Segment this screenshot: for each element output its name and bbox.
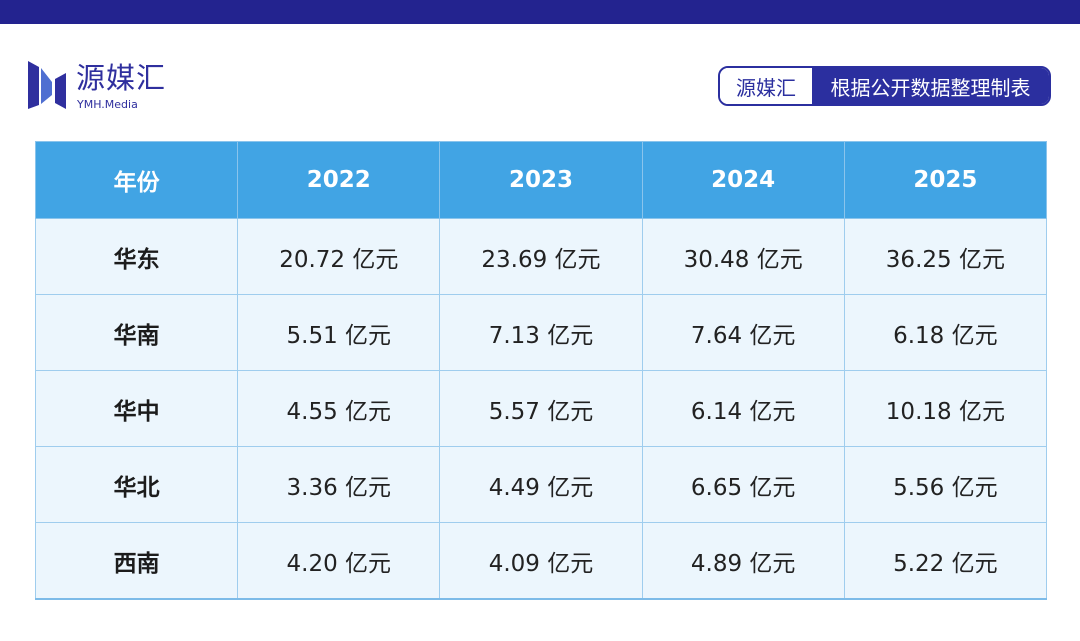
logo-name: 源媒汇 bbox=[76, 61, 167, 95]
table-cell: 4.89 亿元 bbox=[641, 522, 845, 600]
table-cell: 3.36 亿元 bbox=[237, 446, 441, 523]
column-header-year: 年份 bbox=[34, 141, 239, 219]
table-row: 西南 4.20 亿元 4.09 亿元 4.89 亿元 5.22 亿元 bbox=[34, 522, 1048, 600]
table-cell: 5.56 亿元 bbox=[843, 446, 1048, 523]
table-cell: 5.57 亿元 bbox=[439, 370, 643, 447]
logo: 源媒汇 YMH.Media bbox=[28, 59, 188, 115]
row-label: 西南 bbox=[34, 522, 239, 600]
row-label: 华南 bbox=[34, 294, 239, 371]
table-cell: 4.55 亿元 bbox=[237, 370, 441, 447]
table-cell: 4.09 亿元 bbox=[439, 522, 643, 600]
table-cell: 7.13 亿元 bbox=[439, 294, 643, 371]
table-row: 华中 4.55 亿元 5.57 亿元 6.14 亿元 10.18 亿元 bbox=[34, 370, 1048, 447]
column-header-2025: 2025 bbox=[843, 141, 1048, 219]
column-header-2024: 2024 bbox=[641, 141, 845, 219]
top-bar bbox=[0, 0, 1080, 24]
column-header-2022: 2022 bbox=[237, 141, 441, 219]
column-header-2023: 2023 bbox=[439, 141, 643, 219]
logo-mark-icon bbox=[28, 61, 66, 109]
table-row: 华南 5.51 亿元 7.13 亿元 7.64 亿元 6.18 亿元 bbox=[34, 294, 1048, 371]
row-label: 华北 bbox=[34, 446, 239, 523]
table-cell: 6.18 亿元 bbox=[843, 294, 1048, 371]
table-cell: 5.22 亿元 bbox=[843, 522, 1048, 600]
table-cell: 6.14 亿元 bbox=[641, 370, 845, 447]
row-label: 华中 bbox=[34, 370, 239, 447]
logo-subtitle: YMH.Media bbox=[77, 98, 138, 111]
table-cell: 5.51 亿元 bbox=[237, 294, 441, 371]
table-cell: 6.65 亿元 bbox=[641, 446, 845, 523]
row-label: 华东 bbox=[34, 218, 239, 295]
source-tag-brand: 源媒汇 bbox=[720, 68, 812, 104]
table-cell: 36.25 亿元 bbox=[843, 218, 1048, 295]
table-cell: 4.20 亿元 bbox=[237, 522, 441, 600]
table-cell: 20.72 亿元 bbox=[237, 218, 441, 295]
table-cell: 23.69 亿元 bbox=[439, 218, 643, 295]
table-header-row: 年份 2022 2023 2024 2025 bbox=[34, 141, 1048, 219]
table-cell: 7.64 亿元 bbox=[641, 294, 845, 371]
source-tag-note: 根据公开数据整理制表 bbox=[812, 68, 1049, 104]
data-table: 年份 2022 2023 2024 2025 华东 20.72 亿元 23.69… bbox=[34, 141, 1048, 600]
table-cell: 10.18 亿元 bbox=[843, 370, 1048, 447]
table-row: 华东 20.72 亿元 23.69 亿元 30.48 亿元 36.25 亿元 bbox=[34, 218, 1048, 295]
table-row: 华北 3.36 亿元 4.49 亿元 6.65 亿元 5.56 亿元 bbox=[34, 446, 1048, 523]
table-cell: 4.49 亿元 bbox=[439, 446, 643, 523]
table-cell: 30.48 亿元 bbox=[641, 218, 845, 295]
source-tag: 源媒汇 根据公开数据整理制表 bbox=[718, 66, 1051, 106]
